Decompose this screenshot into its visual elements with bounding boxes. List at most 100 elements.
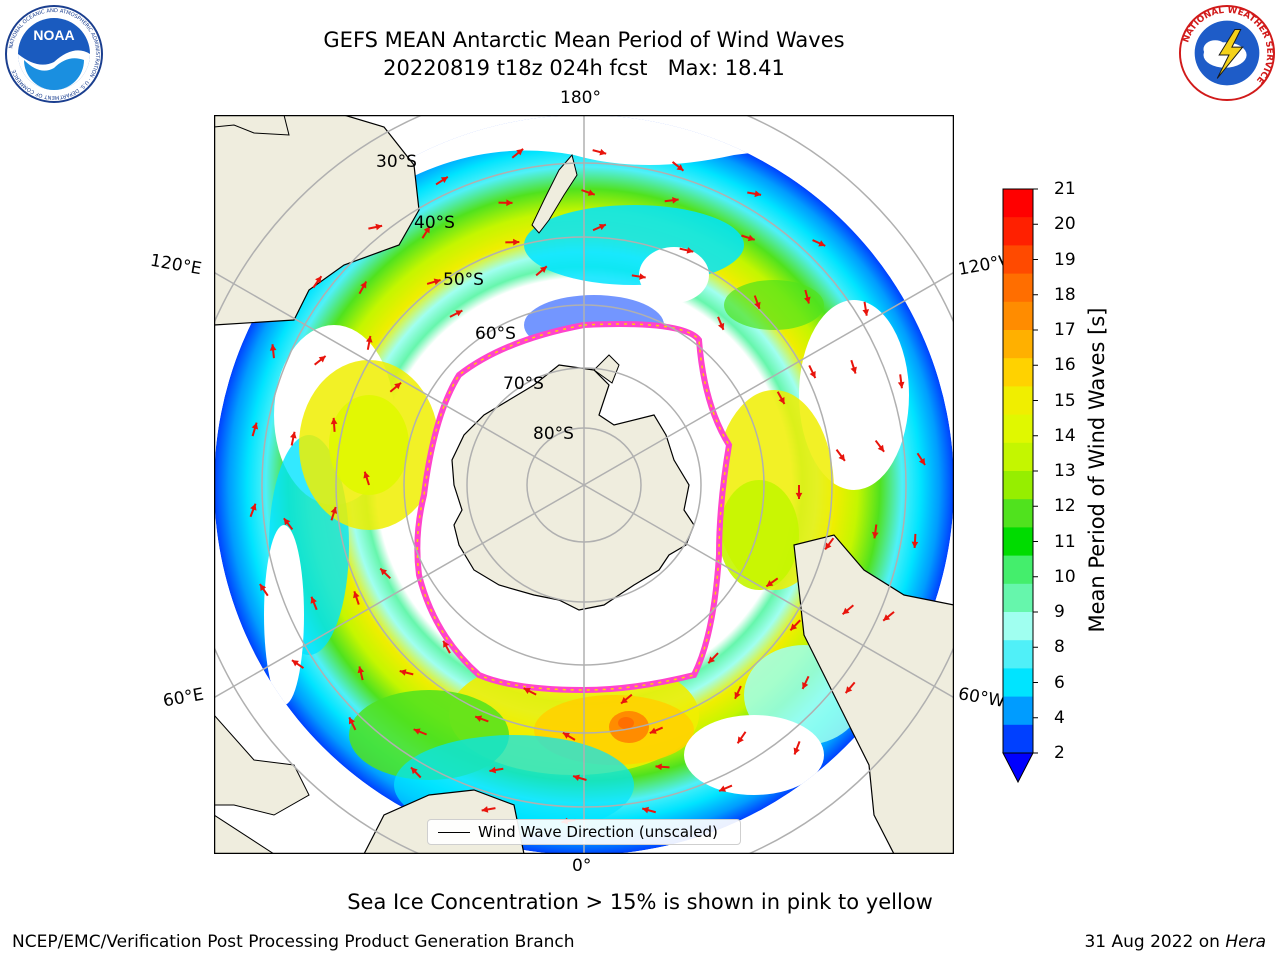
colorbar-tick-label: 18: [1054, 284, 1076, 305]
colorbar-extend-min: [1002, 752, 1034, 784]
wave-direction-arrowhead: [795, 492, 803, 499]
polar-map: [214, 115, 954, 854]
wave-direction-arrowhead: [443, 640, 450, 648]
wave-direction-arrowhead: [686, 247, 694, 254]
wave-direction-arrowhead: [290, 431, 297, 439]
wave-direction-arrowhead: [411, 767, 418, 775]
lon-label-0: 0°: [572, 856, 592, 876]
colorbar-band: [1003, 330, 1033, 359]
colorbar-strip: [1002, 188, 1038, 784]
wave-direction-arrowhead: [676, 164, 684, 171]
colorbar-tick-label: 14: [1054, 425, 1076, 446]
footer-credit: NCEP/EMC/Verification Post Processing Pr…: [12, 932, 575, 952]
land-antarctica: [451, 364, 695, 611]
colorbar-band: [1003, 555, 1033, 585]
wave-direction-arrowhead: [394, 382, 402, 390]
wave-direction-arrowhead: [754, 190, 762, 198]
lat-label-50s: 50°S: [443, 270, 484, 290]
wave-direction-arrowhead: [399, 669, 407, 676]
land-australia: [214, 115, 420, 326]
colorbar-band: [1003, 640, 1033, 669]
footer-date: 31 Aug 2022 on Hera: [1084, 932, 1266, 952]
lat-label-40s: 40°S: [414, 213, 455, 233]
lat-label-30s: 30°S: [376, 152, 417, 172]
wave-direction-arrowhead: [380, 568, 388, 576]
wave-direction-arrowhead: [649, 727, 657, 734]
lon-label-180: 180°: [560, 88, 601, 108]
wave-direction-arrowhead: [734, 691, 741, 699]
wave-direction-arrowhead: [778, 396, 785, 404]
wave-direction-arrowhead: [717, 322, 725, 330]
wave-direction-arrowhead: [330, 417, 338, 425]
colorbar-title: Mean Period of Wind Waves [s]: [1085, 307, 1109, 633]
wave-direction-arrowhead: [825, 542, 832, 550]
wave-direction-arrowhead: [818, 240, 826, 247]
colorbar-tick-label: 12: [1054, 496, 1076, 517]
wave-direction-arrowhead: [318, 356, 326, 363]
colorbar-band: [1003, 301, 1033, 331]
wave-direction-arrowhead: [440, 176, 448, 184]
colorbar-tick-label: 8: [1054, 637, 1065, 658]
wave-direction-arrowhead: [871, 531, 879, 539]
land-south-america: [793, 534, 954, 854]
wave-direction-arrowhead: [315, 276, 322, 284]
colorbar-tick-label: 10: [1054, 566, 1076, 587]
colorbar-band: [1003, 527, 1033, 557]
colorbar-band: [1003, 442, 1033, 472]
wave-direction-arrowhead: [250, 503, 257, 511]
colorbar-band: [1003, 724, 1033, 754]
wave-direction-arrowhead: [573, 774, 580, 782]
colorbar-tick-label: 6: [1054, 672, 1065, 693]
colorbar-band: [1003, 414, 1033, 444]
wave-direction-arrowhead: [850, 366, 857, 374]
wave-direction-arrowhead: [348, 717, 355, 725]
colorbar-tick-label: 19: [1054, 249, 1076, 270]
wave-direction-arrowhead: [363, 471, 370, 479]
legend-line-sample: [438, 832, 470, 833]
wave-direction-arrowhead: [883, 614, 891, 621]
colorbar-band: [1003, 471, 1033, 500]
wave-direction-arrowhead: [838, 453, 845, 461]
wave-direction-arrowhead: [360, 281, 367, 289]
colorbar-tick-label: 11: [1054, 531, 1076, 552]
colorbar-band: [1003, 273, 1033, 303]
wave-direction-arrowhead: [513, 238, 520, 246]
wave-direction-arrowhead: [365, 335, 373, 343]
colorbar: [1002, 188, 1038, 788]
lon-label-60e: 60°E: [161, 684, 206, 712]
wave-direction-arrowhead: [291, 660, 299, 667]
wave-direction-arrowhead: [747, 234, 755, 242]
footer-date-text: 31 Aug 2022 on: [1084, 932, 1226, 952]
colorbar-tick-label: 16: [1054, 355, 1076, 376]
colorbar-band: [1003, 386, 1033, 416]
wave-direction-arrowhead: [708, 656, 715, 664]
wave-direction-arrowhead: [423, 226, 430, 234]
colorbar-tick-label: 9: [1054, 602, 1065, 622]
footer-machine: Hera: [1225, 932, 1266, 952]
chart-title: GEFS MEAN Antarctic Mean Period of Wind …: [214, 26, 954, 82]
wave-direction-arrowhead: [639, 273, 646, 280]
wave-direction-arrowhead: [481, 806, 489, 813]
map-frame: [214, 115, 954, 854]
wave-direction-arrowhead: [672, 196, 679, 204]
wave-direction-arrowhead: [516, 148, 524, 156]
wave-direction-arrowhead: [809, 371, 816, 379]
wave-direction-arrowhead: [754, 301, 761, 309]
noaa-logo-text: NOAA: [33, 27, 74, 43]
lon-label-120e: 120°E: [148, 250, 204, 280]
wave-direction-arrowhead: [330, 507, 338, 514]
wave-direction-arrowhead: [475, 715, 483, 722]
wave-direction-arrowhead: [523, 688, 531, 695]
colorbar-tick-label: 15: [1054, 390, 1076, 411]
colorbar-band: [1003, 189, 1033, 218]
wave-direction-arrowhead: [719, 785, 727, 792]
colorbar-tick-label: 17: [1054, 320, 1076, 340]
title-line-1: GEFS MEAN Antarctic Mean Period of Wind …: [323, 28, 845, 52]
wave-direction-arrowhead: [455, 310, 463, 317]
colorbar-tick-label: 21: [1054, 179, 1076, 199]
lat-label-80s: 80°S: [533, 424, 574, 444]
lat-label-60s: 60°S: [475, 324, 516, 344]
wave-direction-arrowhead: [587, 189, 595, 196]
wave-direction-arrowhead: [804, 296, 811, 304]
wave-direction-arrowhead: [918, 458, 926, 466]
